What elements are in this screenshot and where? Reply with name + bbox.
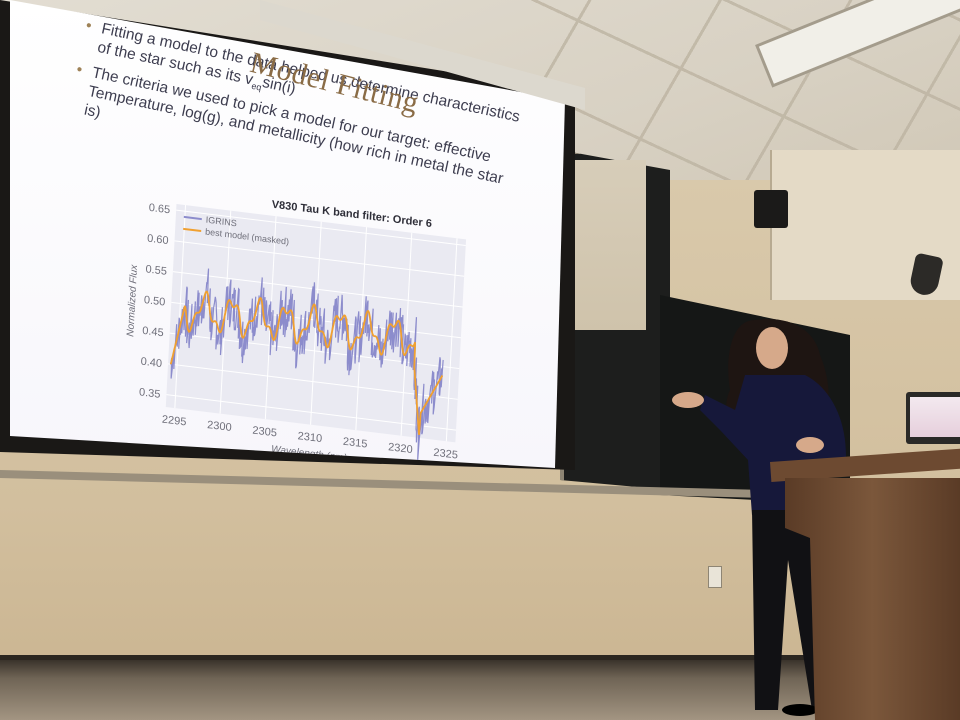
x-tick-label: 2325 <box>433 447 458 462</box>
grid-line <box>445 238 458 442</box>
presenter-hand-right <box>796 437 824 453</box>
presenter-hand-left <box>672 392 704 408</box>
legend-swatch <box>183 215 202 221</box>
chalkboard-panel <box>566 160 646 330</box>
wall-speaker <box>754 190 788 228</box>
y-tick-label: 0.55 <box>145 263 167 278</box>
x-tick-label: 2315 <box>343 436 368 451</box>
presenter-face <box>756 327 788 369</box>
y-tick-label: 0.40 <box>140 356 162 371</box>
chart-svg: 0.35 0.40 0.45 0.50 0.55 0.60 0.65 2295 2300 2305… <box>125 199 467 464</box>
presenter-shoes <box>782 704 818 716</box>
y-tick-label: 0.65 <box>148 202 170 217</box>
grid-line <box>400 232 413 436</box>
x-tick-label: 2310 <box>297 430 322 445</box>
monitor-screen <box>910 397 960 437</box>
bullet-dot: • <box>74 61 84 79</box>
spectrum-chart: 0.35 0.40 0.45 0.50 0.55 0.60 0.65 2295 2300 2305… <box>113 170 487 468</box>
x-tick-label: 2300 <box>207 419 232 434</box>
x-tick-label: 2295 <box>162 414 187 429</box>
legend-label: IGRINS <box>206 215 237 229</box>
x-tick-label: 2305 <box>252 425 277 440</box>
bullet-line: is) <box>82 101 103 122</box>
y-axis-label: Normalized Flux <box>125 263 140 337</box>
grid-line <box>310 221 322 425</box>
y-tick-label: 0.50 <box>144 294 166 309</box>
legend-swatch <box>183 227 202 233</box>
series-model-line <box>169 290 444 436</box>
podium-monitor <box>906 392 960 444</box>
power-outlet <box>708 566 722 588</box>
podium <box>785 478 960 720</box>
y-tick-label: 0.35 <box>139 386 161 401</box>
x-tick-label: 2320 <box>388 441 413 456</box>
grid-line <box>174 205 187 409</box>
y-tick-label: 0.45 <box>142 325 164 340</box>
bullet-dot: • <box>84 16 94 35</box>
y-tick-label: 0.60 <box>147 233 169 248</box>
